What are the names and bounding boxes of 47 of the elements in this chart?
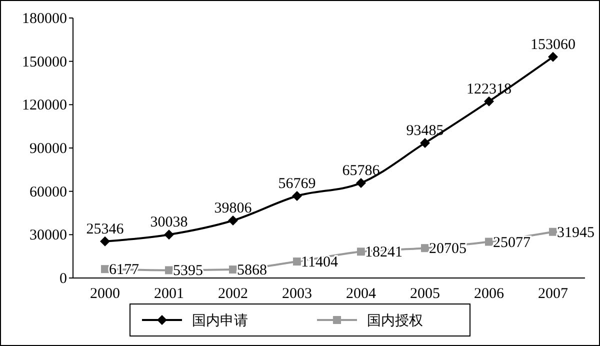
y-tick-label: 120000 bbox=[22, 98, 67, 114]
data-label: 153060 bbox=[530, 36, 576, 53]
point bbox=[421, 244, 429, 252]
point bbox=[229, 266, 237, 274]
point bbox=[100, 236, 110, 246]
point bbox=[228, 216, 238, 226]
point bbox=[548, 52, 558, 62]
data-label: 31945 bbox=[557, 224, 594, 241]
data-label: 56769 bbox=[278, 176, 316, 192]
data-label: 6177 bbox=[109, 262, 140, 278]
x-tick-label: 2002 bbox=[218, 286, 248, 302]
y-tick-label: 0 bbox=[60, 271, 67, 287]
data-label: 25346 bbox=[86, 221, 124, 238]
x-tick-label: 2005 bbox=[410, 286, 440, 302]
legend-label: 国内申请 bbox=[192, 313, 248, 329]
point bbox=[549, 228, 557, 236]
y-tick-label: 30000 bbox=[30, 228, 67, 244]
x-tick-label: 2004 bbox=[346, 286, 376, 302]
point bbox=[485, 238, 493, 246]
data-label: 20705 bbox=[429, 241, 466, 258]
point bbox=[484, 96, 494, 106]
x-tick-label: 2003 bbox=[282, 286, 312, 302]
point bbox=[357, 248, 365, 256]
data-label: 30038 bbox=[150, 214, 188, 231]
point bbox=[420, 138, 430, 148]
point bbox=[356, 178, 366, 188]
data-label: 18241 bbox=[365, 244, 402, 261]
data-label: 25077 bbox=[493, 234, 531, 251]
y-tick-label: 150000 bbox=[22, 54, 67, 70]
legend-label: 国内授权 bbox=[367, 313, 423, 329]
data-label: 65786 bbox=[342, 162, 380, 179]
data-label: 39806 bbox=[214, 200, 252, 216]
data-label: 5868 bbox=[237, 262, 267, 279]
data-label: 5395 bbox=[173, 263, 203, 280]
point bbox=[292, 191, 302, 201]
point bbox=[293, 258, 301, 266]
x-tick-label: 2001 bbox=[154, 286, 184, 302]
y-tick-label: 180000 bbox=[22, 11, 67, 27]
data-label: 93485 bbox=[406, 122, 444, 139]
data-label: 11404 bbox=[301, 254, 338, 271]
y-tick-label: 90000 bbox=[30, 141, 67, 157]
point bbox=[164, 230, 174, 240]
x-tick-label: 2000 bbox=[90, 286, 120, 302]
x-tick-label: 2007 bbox=[538, 286, 568, 302]
point bbox=[165, 266, 173, 274]
x-tick-label: 2006 bbox=[474, 286, 504, 302]
y-tick-label: 60000 bbox=[30, 184, 67, 200]
